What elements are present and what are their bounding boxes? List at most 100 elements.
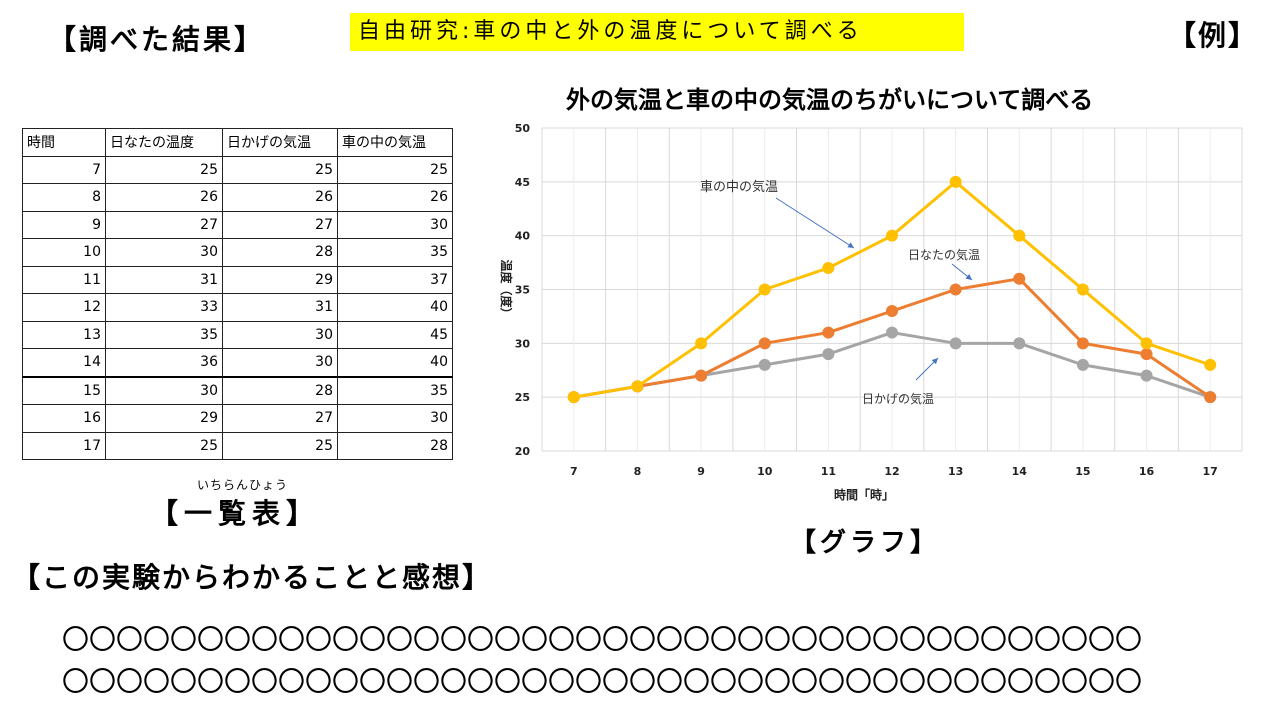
chart-grid	[541, 127, 1243, 452]
table-cell: 17	[22, 431, 106, 460]
table-cell: 27	[222, 210, 338, 239]
table-cell: 12	[22, 293, 106, 322]
y-tick-label: 20	[515, 445, 531, 458]
table-cell: 25	[222, 155, 338, 184]
table-row: 12 33 31 40	[22, 293, 453, 322]
results-heading: 【調べた結果】	[48, 23, 266, 56]
table-row: 16 29 27 30	[22, 404, 453, 433]
data-point	[1076, 283, 1089, 296]
data-point	[886, 229, 898, 242]
x-tick-label: 16	[1139, 465, 1155, 478]
column-header-car: 車の中の気温	[337, 128, 453, 157]
y-tick-label: 50	[515, 122, 531, 135]
annotation-arrow	[915, 357, 939, 381]
table-cell: 31	[222, 293, 338, 322]
table-body: 7 25 25 25 8 26 26 26 9 27 27 30 10 30 28 35 11 31 29 37 12 3…	[22, 155, 453, 460]
data-point	[1013, 229, 1026, 242]
data-point	[822, 326, 835, 339]
table-cell: 9	[22, 210, 106, 239]
data-point	[886, 326, 898, 339]
table-cell: 10	[22, 238, 106, 267]
table-cell: 28	[222, 238, 338, 267]
data-point	[758, 337, 771, 350]
table-cell: 30	[222, 348, 338, 377]
data-point	[758, 358, 771, 371]
x-tick-label: 7	[570, 465, 578, 478]
table-cell: 45	[337, 320, 453, 349]
table-cell: 26	[222, 183, 338, 212]
table-row: 14 36 30 40	[22, 348, 453, 377]
table-row: 11 31 29 37	[22, 265, 453, 294]
table-cell: 28	[222, 375, 338, 405]
data-point	[695, 337, 708, 350]
chart-series	[567, 175, 1217, 404]
series-annotation-label: 車の中の気温	[700, 179, 778, 195]
table-label-reading: いちらんひょう	[197, 478, 289, 492]
column-header-shade: 日かげの気温	[222, 128, 338, 157]
series-annotation-label: 日なたの気温	[908, 247, 980, 262]
data-point	[758, 283, 771, 296]
table-cell: 25	[337, 155, 453, 184]
data-point	[1013, 337, 1026, 350]
table-cell: 16	[22, 404, 106, 433]
table-row: 17 25 25 28	[22, 431, 453, 460]
temperature-table: 時間 日なたの温度 日かげの気温 車の中の気温 7 25 25 25 8 26 26 26 9 2…	[22, 128, 453, 460]
table-cell: 25	[105, 155, 223, 184]
series-annotation-label: 日かげの気温	[862, 391, 934, 406]
table-cell: 29	[222, 265, 338, 294]
table-cell: 30	[105, 375, 223, 405]
y-tick-label: 40	[515, 230, 531, 243]
data-point	[1140, 348, 1153, 361]
conclusion-placeholder-line-2: 〇〇〇〇〇〇〇〇〇〇〇〇〇〇〇〇〇〇〇〇〇〇〇〇〇〇〇〇〇〇〇〇〇〇〇〇〇〇〇〇	[62, 667, 1142, 698]
column-header-time: 時間	[22, 128, 106, 157]
conclusion-placeholder-line-1: 〇〇〇〇〇〇〇〇〇〇〇〇〇〇〇〇〇〇〇〇〇〇〇〇〇〇〇〇〇〇〇〇〇〇〇〇〇〇〇〇	[62, 625, 1142, 656]
table-cell: 35	[105, 320, 223, 349]
table-cell: 36	[105, 348, 223, 377]
y-tick-label: 35	[515, 284, 530, 297]
table-row: 7 25 25 25	[22, 155, 453, 184]
table-cell: 37	[337, 265, 453, 294]
x-tick-label: 12	[884, 465, 899, 478]
column-header-sunny: 日なたの温度	[105, 128, 223, 157]
data-point	[1204, 391, 1217, 404]
table-cell: 35	[337, 375, 453, 405]
x-tick-label: 13	[948, 465, 963, 478]
table-cell: 26	[337, 183, 453, 212]
x-axis-title: 時間「時」	[834, 487, 894, 502]
table-cell: 28	[337, 431, 453, 460]
graph-label: 【グラフ】	[790, 528, 941, 558]
table-cell: 30	[222, 320, 338, 349]
data-point	[1076, 358, 1089, 371]
data-point	[1076, 337, 1089, 350]
table-cell: 30	[337, 404, 453, 433]
data-point	[1204, 358, 1217, 371]
table-label: 【一覧表】	[150, 497, 321, 530]
table-cell: 40	[337, 348, 453, 377]
data-point	[567, 391, 580, 404]
chart-axes: 20 25 30 35 40 45 50 7 8 9 10 11 12 13 14 15 16 17 時間「時」 温度…	[499, 122, 1218, 502]
table-cell: 15	[22, 375, 106, 405]
table-cell: 27	[222, 404, 338, 433]
x-tick-label: 8	[634, 465, 642, 478]
research-title-banner: 自由研究:車の中と外の温度について調べる	[350, 13, 964, 51]
table-cell: 30	[337, 210, 453, 239]
example-tag: 【例】	[1168, 19, 1259, 52]
x-tick-label: 14	[1012, 465, 1028, 478]
data-point	[949, 283, 962, 296]
x-tick-label: 10	[757, 465, 773, 478]
conclusion-heading: 【この実験からわかることと感想】	[12, 561, 493, 594]
table-cell: 8	[22, 183, 106, 212]
table-row: 8 26 26 26	[22, 183, 453, 212]
table-cell: 30	[105, 238, 223, 267]
table-cell: 26	[105, 183, 223, 212]
temperature-line-chart: 20 25 30 35 40 45 50 7 8 9 10 11 12 13 14 15 16 17 時間「時」 温度…	[499, 122, 1243, 502]
table-cell: 29	[105, 404, 223, 433]
data-point	[949, 175, 962, 188]
table-cell: 13	[22, 320, 106, 349]
y-axis-title: 温度（度）	[499, 259, 514, 319]
table-cell: 11	[22, 265, 106, 294]
table-cell: 35	[337, 238, 453, 267]
data-point	[822, 261, 835, 274]
x-tick-label: 11	[821, 465, 836, 478]
